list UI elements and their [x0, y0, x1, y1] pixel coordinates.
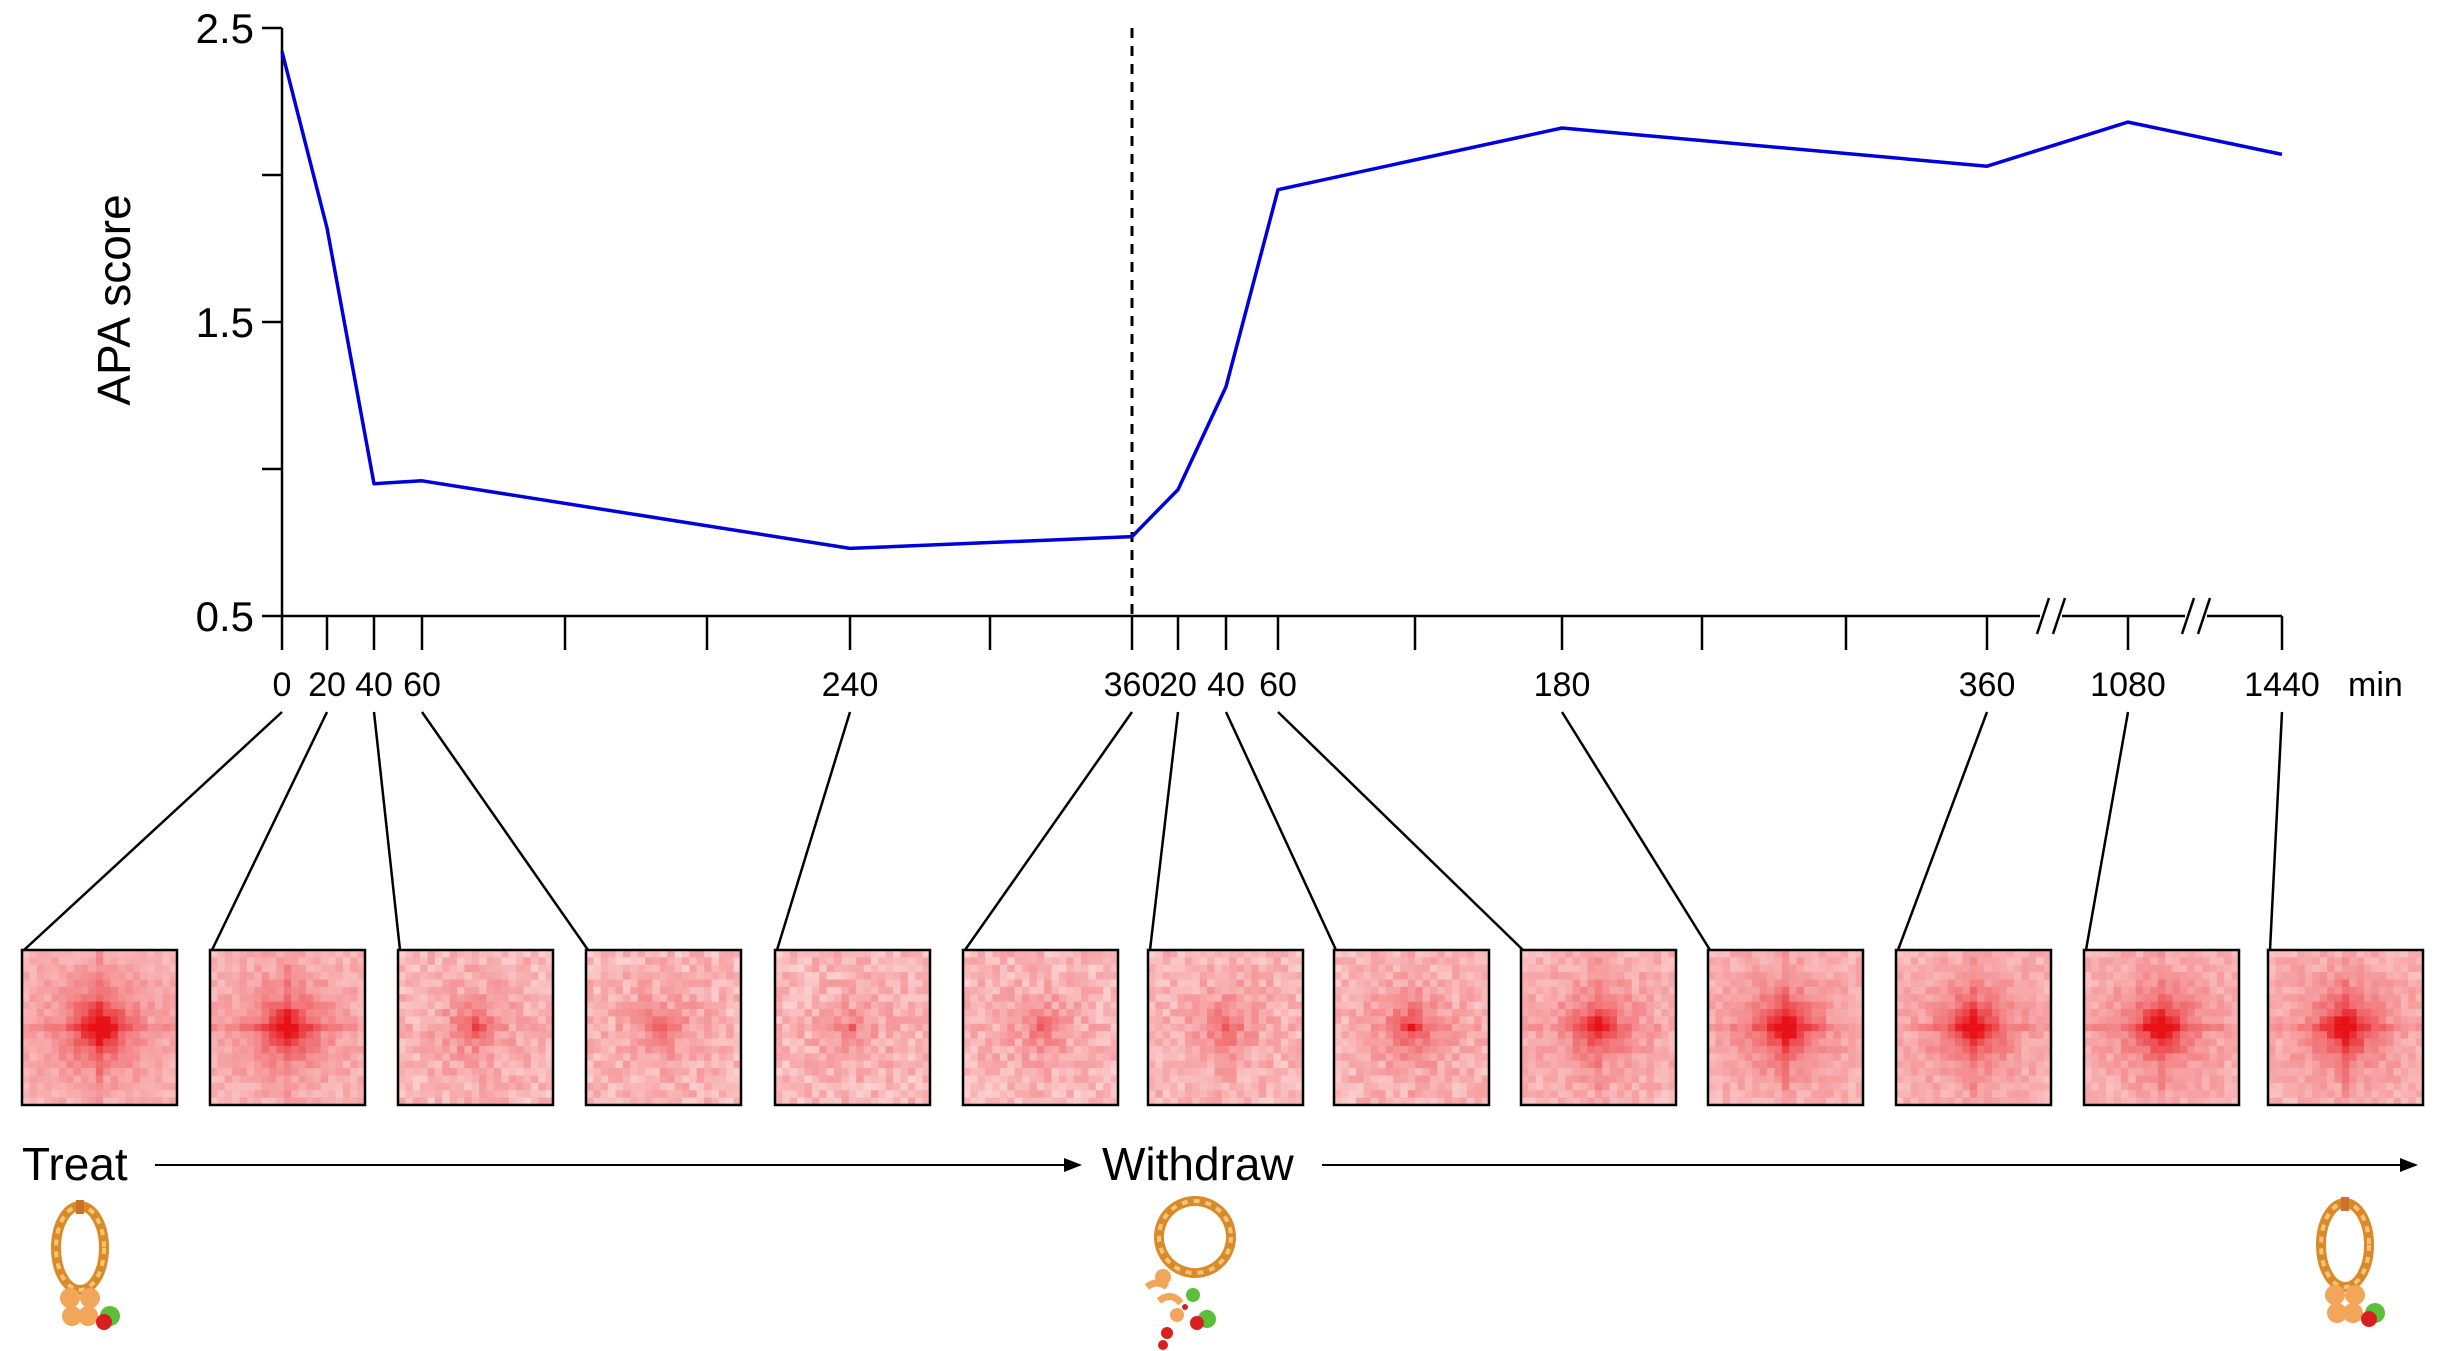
- treat-phase: Treat: [22, 1138, 1082, 1190]
- cohesin-ring-degraded-icon: [1144, 1196, 1236, 1350]
- apa-heatmap: [1894, 948, 2053, 1107]
- connector-line: [1560, 711, 1712, 951]
- heatmap-border: [20, 948, 179, 1107]
- connector-line: [775, 711, 852, 951]
- x-tick-label: 60: [403, 666, 441, 704]
- y-axis: 0.5 1.5 2.5: [196, 5, 284, 640]
- x-tick-label: 360: [1104, 666, 1161, 704]
- apa-heatmap: [961, 948, 1120, 1107]
- apa-heatmap: [1332, 948, 1491, 1107]
- axis-break-icon: [2180, 597, 2212, 635]
- heatmap-border: [1519, 948, 1678, 1107]
- apa-heatmap: [1519, 948, 1678, 1107]
- heatmap-connectors: [23, 711, 2284, 951]
- x-tick-label: 20: [1159, 666, 1197, 704]
- apa-heatmap: [2266, 948, 2425, 1107]
- x-tick-label: 0: [273, 666, 292, 704]
- apa-heatmap: [396, 948, 555, 1107]
- connector-line: [963, 711, 1134, 951]
- y-tick-label: 0.5: [196, 593, 254, 640]
- x-tick-label: 40: [1207, 666, 1245, 704]
- treat-label: Treat: [22, 1138, 128, 1190]
- withdraw-phase: Withdraw: [1102, 1138, 2418, 1190]
- heatmap-border: [396, 948, 555, 1107]
- x-tick-label: 360: [1959, 666, 2016, 704]
- heatmap-border: [584, 948, 743, 1107]
- x-tick-label: 60: [1259, 666, 1297, 704]
- heatmap-border: [2082, 948, 2241, 1107]
- y-tick-label: 1.5: [196, 299, 254, 346]
- x-tick-label: 240: [822, 666, 879, 704]
- heatmap-border: [961, 948, 1120, 1107]
- series-apa-score: [280, 51, 2283, 551]
- x-tick-label: 20: [308, 666, 346, 704]
- connector-line: [1896, 711, 1989, 951]
- heatmap-border: [773, 948, 932, 1107]
- heatmap-border: [2266, 948, 2425, 1107]
- withdraw-label: Withdraw: [1102, 1138, 1294, 1190]
- heatmap-border: [1332, 948, 1491, 1107]
- x-tick-label: 1080: [2090, 666, 2166, 704]
- apa-heatmap: [773, 948, 932, 1107]
- connector-line: [23, 711, 283, 951]
- connector-line: [1148, 711, 1180, 951]
- apa-heatmap: [1706, 948, 1865, 1107]
- withdraw-arrowhead: [2400, 1158, 2418, 1172]
- y-axis-label: APA score: [88, 194, 140, 405]
- axis-break-icon: [2035, 597, 2067, 635]
- apa-heatmap: [584, 948, 743, 1107]
- connector-line: [2268, 711, 2284, 951]
- heatmap-border: [1706, 948, 1865, 1107]
- connector-line: [210, 711, 329, 951]
- apa-heatmap: [20, 948, 179, 1107]
- heatmap-border: [1894, 948, 2053, 1107]
- treat-arrowhead: [1064, 1158, 1082, 1172]
- series-line: [280, 51, 2283, 551]
- heatmap-border: [208, 948, 367, 1107]
- apa-heatmaps: [20, 948, 2425, 1107]
- x-unit-label: min: [2348, 666, 2403, 704]
- connector-line: [372, 711, 402, 951]
- connector-line: [2084, 711, 2130, 951]
- connector-line: [1224, 711, 1338, 951]
- x-tick-label: 180: [1534, 666, 1591, 704]
- heatmap-border: [1146, 948, 1305, 1107]
- apa-heatmap: [2082, 948, 2241, 1107]
- x-tick-label: 40: [355, 666, 393, 704]
- x-tick-label: 1440: [2244, 666, 2320, 704]
- apa-heatmap: [208, 948, 367, 1107]
- y-tick-label: 2.5: [196, 5, 254, 52]
- cohesin-ring-icon: [51, 1200, 120, 1330]
- cohesin-ring-icon: [2316, 1197, 2385, 1327]
- connector-line: [1277, 711, 1524, 951]
- connector-line: [420, 711, 590, 951]
- apa-heatmap: [1146, 948, 1305, 1107]
